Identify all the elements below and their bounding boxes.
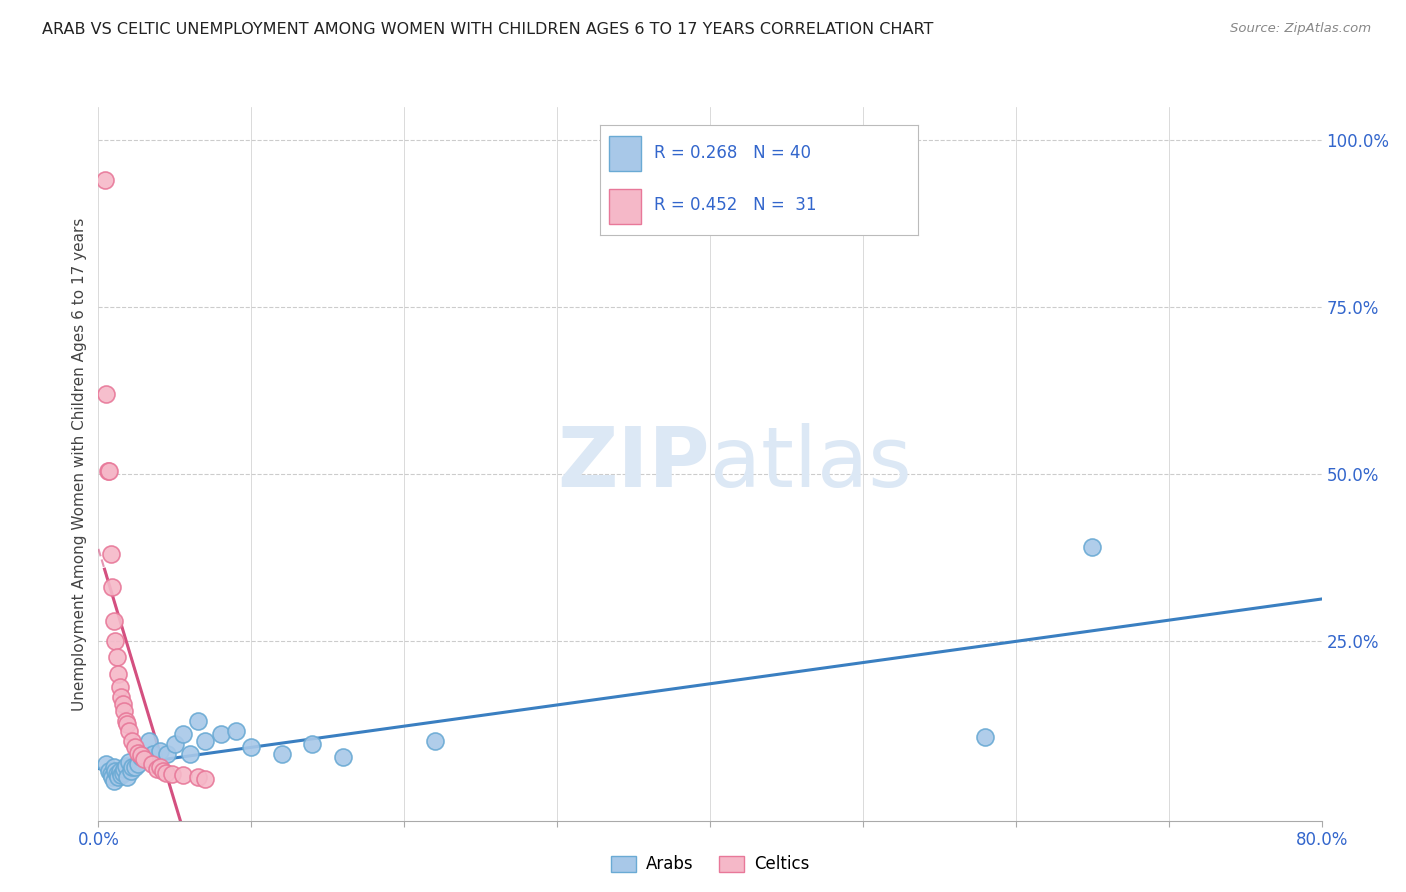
Text: ZIP: ZIP: [558, 424, 710, 504]
Point: [156, 747, 179, 761]
Point: [194, 733, 217, 747]
Point: [225, 723, 247, 738]
Point: [104, 633, 127, 648]
Point: [101, 580, 124, 594]
Point: [118, 723, 141, 738]
Point: [145, 762, 167, 776]
Point: [115, 759, 138, 773]
Point: [172, 768, 194, 782]
Point: [110, 768, 132, 782]
Point: [100, 767, 122, 781]
Point: [423, 733, 446, 747]
Point: [149, 743, 172, 757]
Point: [179, 747, 201, 761]
Point: [111, 697, 134, 711]
Point: [103, 614, 125, 628]
Point: [100, 547, 122, 561]
Point: [117, 717, 139, 731]
Point: [129, 750, 152, 764]
Point: [301, 737, 323, 751]
Point: [209, 727, 232, 741]
Point: [120, 764, 142, 778]
Point: [152, 764, 174, 778]
Point: [117, 770, 139, 784]
Point: [124, 760, 146, 774]
Point: [104, 764, 127, 778]
Point: [111, 765, 134, 780]
Point: [105, 650, 128, 665]
Point: [112, 704, 135, 718]
Point: [103, 773, 125, 788]
Text: ARAB VS CELTIC UNEMPLOYMENT AMONG WOMEN WITH CHILDREN AGES 6 TO 17 YEARS CORRELA: ARAB VS CELTIC UNEMPLOYMENT AMONG WOMEN …: [42, 22, 934, 37]
Point: [107, 770, 129, 784]
Point: [163, 737, 186, 751]
Point: [101, 770, 124, 784]
Y-axis label: Unemployment Among Women with Children Ages 6 to 17 years: Unemployment Among Women with Children A…: [72, 217, 87, 711]
Point: [160, 767, 183, 781]
Point: [187, 770, 209, 784]
Point: [155, 765, 177, 780]
Point: [142, 747, 165, 761]
Point: [97, 463, 120, 477]
Point: [124, 740, 146, 755]
Point: [93, 173, 115, 187]
Point: [127, 756, 149, 771]
Point: [107, 667, 129, 681]
Point: [270, 747, 292, 761]
Point: [134, 750, 156, 764]
Point: [108, 764, 131, 778]
Point: [194, 772, 217, 787]
Point: [138, 733, 160, 747]
Point: [332, 750, 354, 764]
Point: [1081, 540, 1104, 554]
Point: [974, 731, 997, 745]
Point: [94, 756, 117, 771]
Point: [127, 746, 149, 760]
Point: [94, 386, 117, 401]
Point: [172, 727, 194, 741]
Point: [240, 740, 263, 755]
Point: [129, 748, 152, 763]
Point: [121, 760, 143, 774]
Point: [118, 755, 141, 769]
Point: [103, 760, 125, 774]
Text: Source: ZipAtlas.com: Source: ZipAtlas.com: [1230, 22, 1371, 36]
Point: [105, 767, 128, 781]
Point: [98, 764, 121, 778]
Point: [187, 714, 209, 728]
Point: [134, 751, 156, 765]
Legend: Arabs, Celtics: Arabs, Celtics: [605, 849, 815, 880]
Point: [141, 756, 163, 771]
Point: [149, 760, 172, 774]
Point: [110, 690, 132, 705]
Point: [112, 762, 135, 776]
Text: atlas: atlas: [710, 424, 911, 504]
Point: [98, 463, 121, 477]
Point: [121, 733, 143, 747]
Point: [108, 680, 131, 694]
Point: [115, 714, 138, 728]
